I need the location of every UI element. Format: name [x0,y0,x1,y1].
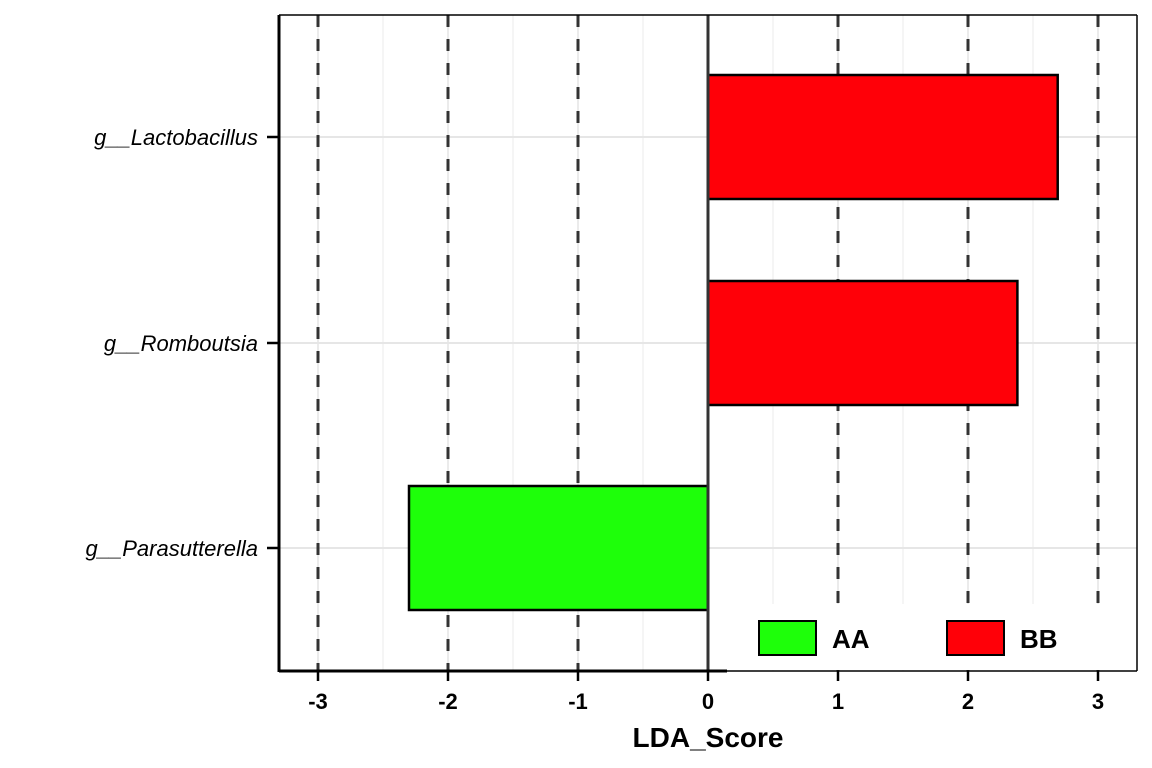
y-tick-label: g__Lactobacillus [94,125,258,150]
legend: AA BB [727,604,1137,670]
legend-swatch-aa [758,620,817,656]
x-axis-title: LDA_Score [633,722,784,753]
bar-g-lactobacillus [706,73,1059,201]
bars [407,73,1059,612]
x-tick-label: 2 [962,689,974,714]
x-tick-label: 0 [702,689,714,714]
x-tick-label: 3 [1092,689,1104,714]
y-tick-label: g__Romboutsia [104,331,258,356]
x-tick-label: -2 [438,689,458,714]
legend-label-bb: BB [1020,624,1058,654]
x-tick-label: 1 [832,689,844,714]
bar-g-romboutsia [706,279,1019,407]
x-tick-label: -3 [308,689,328,714]
legend-label-aa: AA [832,624,870,654]
y-tick-label: g__Parasutterella [86,536,258,561]
legend-swatch-bb [946,620,1005,656]
x-tick-label: -1 [568,689,588,714]
bar-g-parasutterella [407,484,710,612]
axes: -3 -2 -1 0 1 2 3 g__Lactobacillus g__Romboutsiag… [86,14,1138,714]
